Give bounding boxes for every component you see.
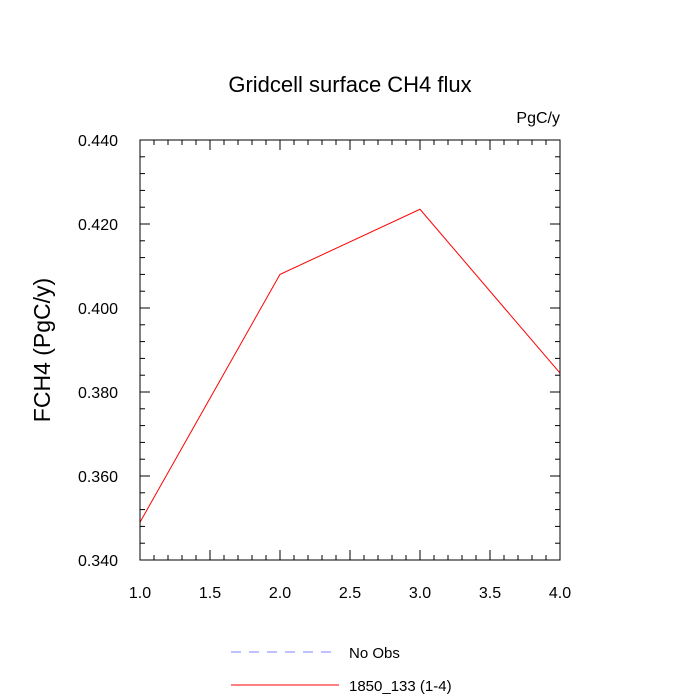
y-tick-label: 0.380 (78, 385, 118, 402)
x-tick-label: 1.0 (129, 585, 151, 602)
y-axis-label: FCH4 (PgC/y) (29, 278, 55, 422)
y-tick-label: 0.360 (78, 469, 118, 486)
units-label: PgC/y (516, 110, 560, 127)
series-line (139, 208, 561, 523)
x-tick-label: 2.0 (269, 585, 291, 602)
legend: No Obs 1850_133 (1-4) (231, 645, 452, 695)
y-tick-label: 0.440 (78, 133, 118, 150)
x-tick-label: 4.0 (549, 585, 571, 602)
plot-lines (139, 208, 561, 523)
x-tick-label: 3.0 (409, 585, 431, 602)
axis-ticks: 1.0 1.5 2.0 2.5 3.0 3.5 4.0 0.340 0.360 0.380 0.40… (78, 133, 571, 602)
chart-title: Gridcell surface CH4 flux (228, 72, 471, 97)
x-tick-label: 2.5 (339, 585, 361, 602)
legend-label: No Obs (349, 645, 400, 662)
y-tick-label: 0.420 (78, 217, 118, 234)
plot-frame (139, 139, 561, 561)
x-tick-label: 1.5 (199, 585, 221, 602)
y-tick-label: 0.400 (78, 301, 118, 318)
legend-label: 1850_133 (1-4) (349, 678, 452, 695)
y-tick-label: 0.340 (78, 553, 118, 570)
x-tick-label: 3.5 (479, 585, 501, 602)
